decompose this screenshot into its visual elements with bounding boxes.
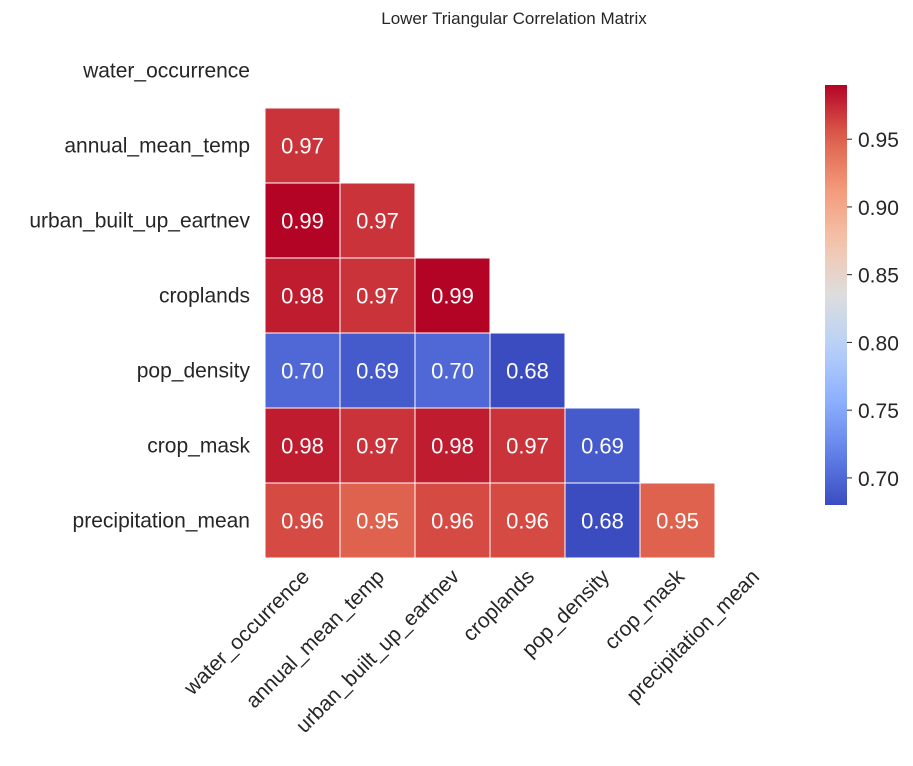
heatmap-cell-crop_mask-pop_density (564, 407, 641, 484)
heatmap-cell-crop_mask-croplands (489, 407, 566, 484)
heatmap-cell-precipitation_mean-croplands (489, 482, 566, 559)
chart-title: Lower Triangular Correlation Matrix (381, 9, 647, 28)
x-tick-label: water_occurrence (179, 565, 314, 700)
heatmap-cell-urban_built_up_eartnev-water_occurrence (264, 182, 341, 259)
cell-value-label: 0.69 (356, 359, 399, 384)
colorbar-tick-label: 0.95 (858, 129, 899, 152)
cell-value-label: 0.99 (281, 209, 324, 234)
x-tick-label: precipitation_mean (622, 565, 764, 707)
y-tick-label: pop_density (137, 360, 251, 383)
cell-value-label: 0.68 (506, 359, 549, 384)
colorbar-ticks: 0.70 0.75 0.80 0.85 0.90 0.95 (847, 129, 899, 491)
cell-value-label: 0.70 (281, 359, 324, 384)
heatmap-cell-precipitation_mean-annual_mean_temp (339, 482, 416, 559)
cell-value-label: 0.70 (431, 359, 474, 384)
y-tick-label: water_occurrence (82, 60, 250, 83)
cell-value-label: 0.98 (281, 284, 324, 309)
colorbar-tick-label: 0.85 (858, 265, 899, 288)
cell-value-label: 0.97 (506, 434, 549, 459)
heatmap-cell-urban_built_up_eartnev-annual_mean_temp (339, 182, 416, 259)
y-tick-label: croplands (159, 285, 250, 308)
colorbar-tick-label: 0.75 (858, 400, 899, 423)
cell-value-label: 0.98 (281, 434, 324, 459)
heatmap-cell-precipitation_mean-pop_density (564, 482, 641, 559)
colorbar-tick-label: 0.80 (858, 332, 899, 355)
cell-value-label: 0.96 (281, 509, 324, 534)
cell-value-label: 0.95 (656, 509, 699, 534)
cell-value-label: 0.97 (281, 134, 324, 159)
colorbar-tick-label: 0.90 (858, 197, 899, 220)
heatmap-cell-crop_mask-urban_built_up_eartnev (414, 407, 491, 484)
x-axis-tick-labels: water_occurrenceannual_mean_tempurban_bu… (179, 565, 764, 738)
y-tick-label: urban_built_up_eartnev (29, 210, 250, 233)
heatmap-cell-annual_mean_temp-water_occurrence (264, 107, 341, 184)
colorbar (825, 85, 847, 505)
cell-value-label: 0.97 (356, 434, 399, 459)
cell-value-label: 0.97 (356, 284, 399, 309)
y-tick-label: crop_mask (147, 435, 250, 458)
cell-value-label: 0.69 (581, 434, 624, 459)
cell-value-label: 0.96 (506, 509, 549, 534)
colorbar-tick-label: 0.70 (858, 468, 899, 491)
cell-value-label: 0.99 (431, 284, 474, 309)
y-tick-label: annual_mean_temp (64, 135, 250, 158)
y-axis-tick-labels: water_occurrence annual_mean_temp urban_bu… (29, 60, 250, 533)
heatmap-cells: 0.97 0.99 0.97 0.98 0.97 0.99 0.70 0.69 0.70 0.68… (264, 107, 716, 559)
heatmap-cell-croplands-urban_built_up_eartnev (414, 257, 491, 334)
heatmap-cell-precipitation_mean-urban_built_up_eartnev (414, 482, 491, 559)
cell-value-label: 0.96 (431, 509, 474, 534)
y-tick-label: precipitation_mean (73, 510, 250, 533)
heatmap-cell-precipitation_mean-water_occurrence (264, 482, 341, 559)
heatmap-cell-pop_density-annual_mean_temp (339, 332, 416, 409)
heatmap-cell-pop_density-croplands (489, 332, 566, 409)
cell-value-label: 0.98 (431, 434, 474, 459)
cell-value-label: 0.97 (356, 209, 399, 234)
cell-value-label: 0.95 (356, 509, 399, 534)
heatmap-cell-precipitation_mean-crop_mask (639, 482, 716, 559)
heatmap-cell-crop_mask-annual_mean_temp (339, 407, 416, 484)
cell-value-label: 0.68 (581, 509, 624, 534)
heatmap-cell-croplands-water_occurrence (264, 257, 341, 334)
heatmap-cell-croplands-annual_mean_temp (339, 257, 416, 334)
x-tick-label: croplands (458, 565, 539, 646)
x-tick-label: annual_mean_temp (242, 565, 390, 713)
